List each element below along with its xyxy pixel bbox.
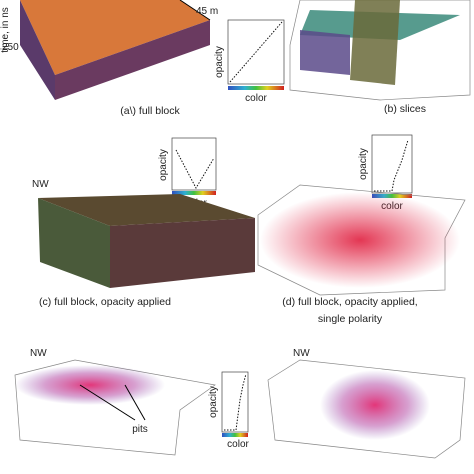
slice	[350, 0, 400, 85]
panel-d: opacity color (d) full block, opacity ap…	[257, 134, 466, 325]
opacity-curve	[175, 149, 215, 190]
cloud	[260, 192, 460, 288]
caption: (d) full block, opacity applied,	[282, 296, 417, 308]
opacity-curve	[374, 139, 409, 192]
caption: (c) full block, opacity applied	[39, 296, 171, 308]
caption: (b) slices	[384, 103, 426, 115]
colorbar	[222, 433, 248, 437]
orientation: NW	[32, 179, 49, 190]
caption: single polarity	[318, 313, 383, 325]
block-front	[55, 20, 210, 100]
panel-e: NW pits opacity color	[14, 348, 250, 456]
wireframe	[14, 359, 216, 456]
wireframe	[289, 0, 471, 101]
opacity-curve	[229, 21, 283, 83]
arrow	[124, 384, 146, 421]
opacity-plot	[221, 371, 249, 433]
panel-f: NW	[267, 348, 466, 459]
annotation: pits	[132, 424, 148, 435]
wireframe	[267, 359, 466, 459]
arrow	[79, 384, 136, 421]
colorbar	[172, 191, 216, 195]
opacity-plot	[371, 134, 413, 194]
axis	[179, 0, 211, 21]
block-top	[20, 0, 210, 75]
axis-label: color	[227, 439, 249, 450]
axis-label: opacity	[358, 148, 369, 180]
tick-label: 45 m	[196, 6, 218, 17]
opacity-plot	[171, 137, 217, 191]
block-front	[110, 218, 255, 288]
block-top	[38, 194, 255, 226]
colorbar	[228, 86, 284, 90]
axis-label: color	[245, 93, 267, 104]
axis-label: opacity	[158, 149, 169, 181]
panel-b: (b) slices	[289, 0, 471, 115]
axis-label: opacity	[214, 46, 225, 78]
cloud	[15, 365, 165, 405]
block-side	[20, 0, 55, 100]
axis-label: time, in ns	[0, 7, 11, 53]
caption: (a\) full block	[120, 105, 180, 117]
panel-c: opacity color NW (c) full block, opacity…	[32, 137, 255, 308]
orientation: NW	[30, 348, 47, 359]
block-side	[38, 198, 110, 288]
opacity-curve	[224, 373, 247, 431]
orientation: NW	[293, 348, 310, 359]
tick-label: 250	[2, 42, 19, 53]
panel-a: time, in ns 250 45 m (a\) full block opa…	[0, 0, 285, 117]
axis-label: opacity	[208, 386, 219, 418]
slice	[300, 30, 350, 75]
cloud	[320, 370, 430, 440]
